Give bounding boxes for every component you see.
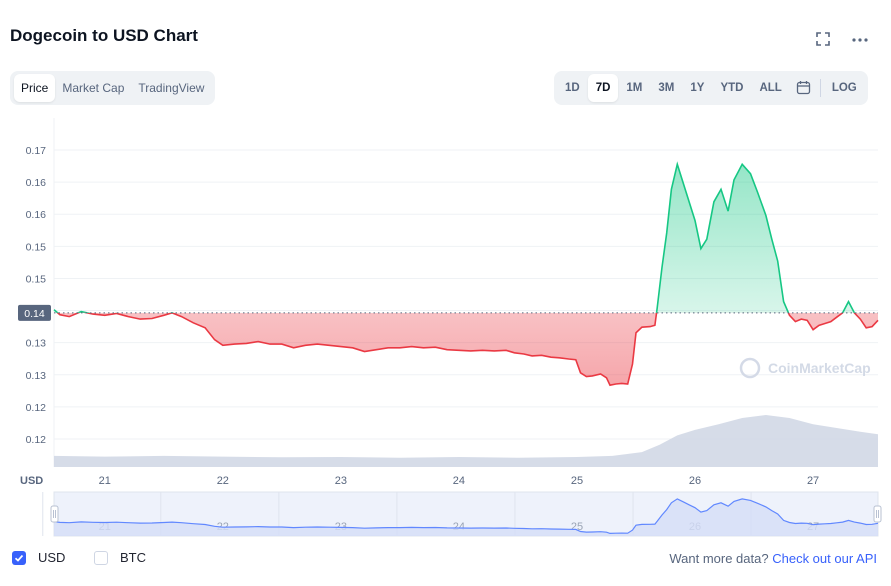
y-tick-label: 0.17: [26, 145, 47, 157]
range-all[interactable]: ALL: [759, 82, 782, 94]
x-tick-label: 24: [453, 475, 465, 487]
usd-checkbox[interactable]: [12, 550, 26, 565]
svg-text:0.14: 0.14: [24, 308, 45, 320]
y-tick-label: 0.12: [26, 434, 47, 446]
chart-title: Dogecoin to USD Chart: [10, 26, 198, 45]
x-tick-label: 22: [217, 475, 229, 487]
legend-btc-label: BTC: [120, 550, 146, 565]
coinmarketcap-logo-icon: [739, 357, 761, 379]
x-tick-label: 25: [571, 475, 583, 487]
range-7d[interactable]: 7D: [587, 74, 619, 102]
x-tick-label: 21: [99, 475, 111, 487]
navigator-line: [53, 498, 879, 535]
x-tick-label: 26: [689, 475, 701, 487]
x-tick-label: 27: [807, 475, 819, 487]
legend-usd[interactable]: USD: [12, 550, 65, 565]
y-tick-label: 0.15: [26, 273, 47, 285]
area-above-baseline: [54, 164, 855, 313]
y-tick-label: 0.12: [26, 402, 47, 414]
y-tick-label: 0.13: [26, 370, 47, 382]
y-tick-label: 0.16: [26, 209, 47, 221]
y-tick-label: 0.13: [26, 338, 47, 350]
legend-usd-label: USD: [38, 550, 66, 565]
price-line-up: [53, 161, 856, 313]
currency-axis-label: USD: [20, 475, 43, 487]
calendar-icon[interactable]: [790, 74, 817, 102]
watermark: CoinMarketCap: [739, 357, 871, 379]
x-axis-labels: 21 22 23 24 25 26 27: [99, 475, 820, 487]
range-1y[interactable]: 1Y: [690, 82, 705, 94]
api-promo: Want more data? Check out our API: [669, 551, 877, 566]
chart-type-tabs: Price Market Cap TradingView: [10, 71, 216, 105]
tab-tradingview[interactable]: TradingView: [138, 81, 205, 95]
watermark-text: CoinMarketCap: [768, 360, 871, 376]
more-horizontal-icon[interactable]: [851, 30, 869, 51]
tab-market-cap[interactable]: Market Cap: [62, 81, 125, 95]
fullscreen-icon[interactable]: [815, 31, 831, 47]
api-link[interactable]: Check out our API: [772, 551, 877, 566]
volume-bars: [54, 415, 878, 467]
time-range-tabs: 1D 7D 1M 3M 1Y YTD ALL LOG: [554, 71, 868, 105]
price-line-down: [56, 312, 879, 387]
price-chart: 0.17 0.16 0.16 0.15 0.15 0.14 0.13 0.13 0.12 0.12…: [18, 118, 879, 487]
api-promo-text: Want more data?: [669, 551, 769, 566]
legend-btc[interactable]: BTC: [94, 550, 146, 565]
range-ytd[interactable]: YTD: [720, 82, 744, 94]
range-1d[interactable]: 1D: [565, 82, 580, 94]
area-below-baseline: [54, 312, 878, 386]
log-scale-toggle[interactable]: LOG: [831, 82, 857, 94]
btc-checkbox[interactable]: [94, 550, 108, 565]
check-icon: [14, 554, 24, 562]
y-axis-labels: 0.17 0.16 0.16 0.15 0.15 0.14 0.13 0.13 0.12 0.12: [26, 145, 47, 446]
range-3m[interactable]: 3M: [658, 82, 675, 94]
divider: [819, 79, 821, 97]
y-tick-label: 0.16: [26, 177, 47, 189]
x-tick-label: 23: [335, 475, 347, 487]
baseline-label: 0.14: [18, 304, 51, 321]
navigator-right-handle[interactable]: [873, 505, 882, 523]
y-tick-label: 0.15: [26, 241, 47, 253]
tab-price[interactable]: Price: [14, 74, 56, 102]
volume-area: [54, 415, 878, 467]
navigator-left-handle[interactable]: [50, 505, 59, 523]
range-1m[interactable]: 1M: [626, 82, 643, 94]
